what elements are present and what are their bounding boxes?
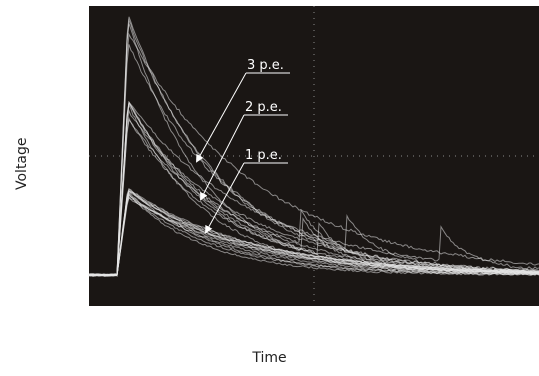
trace-2pe	[88, 103, 539, 277]
y-axis-label: Voltage	[14, 137, 30, 190]
x-axis-label: Time	[252, 350, 287, 366]
annotation-arrow-2pe	[200, 114, 245, 201]
plot-grid	[89, 6, 539, 306]
annotation-label-2pe: 2 p.e.	[245, 100, 282, 115]
waveform-traces	[88, 16, 539, 277]
annotation-1pe: 1 p.e.	[205, 148, 288, 234]
annotation-label-3pe: 3 p.e.	[247, 58, 284, 73]
annotation-3pe: 3 p.e.	[196, 58, 290, 163]
annotation-2pe: 2 p.e.	[200, 100, 288, 201]
trace-3pe	[88, 32, 539, 277]
trace-2pe	[88, 108, 539, 277]
annotation-arrow-1pe	[205, 162, 245, 234]
trace-1pe	[88, 193, 539, 277]
trace-3pe	[88, 23, 539, 277]
trace-3pe	[88, 18, 539, 277]
trace-3pe	[88, 44, 539, 277]
annotation-label-1pe: 1 p.e.	[245, 148, 282, 163]
annotation-arrow-3pe	[196, 72, 247, 163]
